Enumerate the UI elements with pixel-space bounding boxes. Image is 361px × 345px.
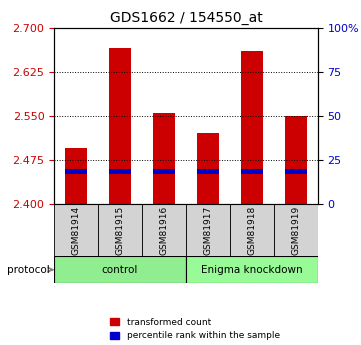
Bar	[109, 169, 131, 174]
FancyBboxPatch shape	[186, 204, 230, 256]
FancyBboxPatch shape	[230, 204, 274, 256]
Bar	[109, 48, 131, 204]
Text: protocol: protocol	[7, 265, 53, 275]
Bar	[153, 113, 175, 204]
Bar	[285, 116, 307, 204]
Text: GSM81917: GSM81917	[203, 206, 212, 255]
Bar	[153, 169, 175, 174]
Title: GDS1662 / 154550_at: GDS1662 / 154550_at	[109, 11, 262, 25]
FancyBboxPatch shape	[54, 204, 98, 256]
Text: GSM81915: GSM81915	[116, 206, 125, 255]
Text: GSM81918: GSM81918	[247, 206, 256, 255]
Text: GSM81914: GSM81914	[71, 206, 81, 255]
Bar	[197, 133, 219, 204]
Bar	[65, 169, 87, 174]
Legend: transformed count, percentile rank within the sample: transformed count, percentile rank withi…	[106, 314, 283, 344]
FancyBboxPatch shape	[54, 256, 186, 283]
FancyBboxPatch shape	[142, 204, 186, 256]
Bar	[197, 169, 219, 174]
Bar	[285, 169, 307, 174]
Text: GSM81916: GSM81916	[160, 206, 169, 255]
FancyBboxPatch shape	[274, 204, 318, 256]
Bar	[65, 148, 87, 204]
Text: GSM81919: GSM81919	[291, 206, 300, 255]
Text: control: control	[102, 265, 138, 275]
FancyBboxPatch shape	[98, 204, 142, 256]
Text: Enigma knockdown: Enigma knockdown	[201, 265, 303, 275]
FancyBboxPatch shape	[186, 256, 318, 283]
Bar	[241, 169, 263, 174]
Bar	[241, 51, 263, 204]
